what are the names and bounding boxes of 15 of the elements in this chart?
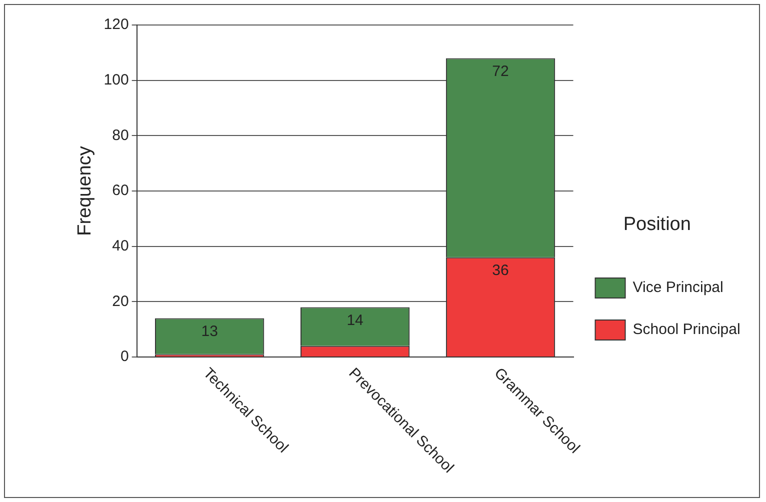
y-tick-label: 20 <box>112 292 129 310</box>
y-tick-label: 120 <box>104 16 129 34</box>
y-tick-label: 100 <box>104 71 129 88</box>
y-tick-label: 40 <box>112 237 129 254</box>
data-label: 13 <box>201 322 218 340</box>
data-label: 14 <box>346 312 364 329</box>
data-label: 36 <box>492 262 509 280</box>
y-tick-label: 80 <box>112 126 129 144</box>
y-tick-label: 0 <box>120 348 129 366</box>
legend-title: Position <box>623 214 691 235</box>
y-axis-title: Frequency <box>74 146 96 236</box>
legend-label: School Principal <box>632 321 740 338</box>
y-tick-label: 60 <box>112 182 129 200</box>
legend-label: Vice Principal <box>632 279 724 296</box>
data-label: 72 <box>492 62 509 80</box>
